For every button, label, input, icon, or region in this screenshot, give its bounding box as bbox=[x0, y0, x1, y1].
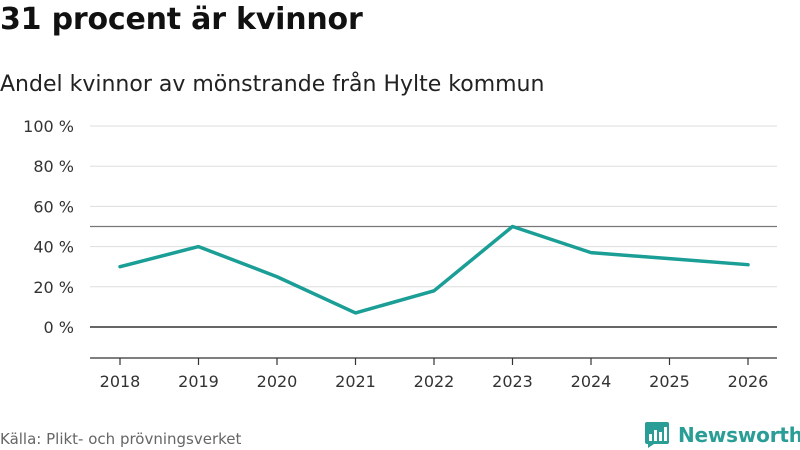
x-tick-label-2026: 2026 bbox=[728, 372, 769, 391]
x-tick-label-2023: 2023 bbox=[492, 372, 533, 391]
chart-title: 31 procent är kvinnor bbox=[0, 2, 363, 37]
x-tick-label-2018: 2018 bbox=[100, 372, 141, 391]
x-tick-label-2025: 2025 bbox=[649, 372, 690, 391]
x-tick-label-2024: 2024 bbox=[571, 372, 612, 391]
x-tick-label-2019: 2019 bbox=[178, 372, 219, 391]
x-tick-label-2022: 2022 bbox=[414, 372, 455, 391]
y-tick-label-20: 20 % bbox=[33, 278, 74, 297]
y-tick-label-60: 60 % bbox=[33, 197, 74, 216]
y-axis-ticks: 0 % 20 % 40 % 60 % 80 % 100 % bbox=[23, 117, 74, 337]
y-tick-label-80: 80 % bbox=[33, 157, 74, 176]
y-tick-label-0: 0 % bbox=[44, 318, 74, 337]
line-chart: 0 % 20 % 40 % 60 % 80 % 100 % 2018 2019 2020 202… bbox=[23, 117, 777, 391]
chart-subtitle: Andel kvinnor av mönstrande från Hylte k… bbox=[0, 72, 545, 97]
brand-logo: Newsworthy bbox=[644, 420, 800, 450]
x-tick-label-2020: 2020 bbox=[257, 372, 298, 391]
series-layer bbox=[118, 224, 750, 315]
x-axis: 2018 2019 2020 2021 2022 2023 2024 2025 2026 bbox=[90, 357, 777, 391]
y-tick-label-40: 40 % bbox=[33, 238, 74, 257]
series-line-0 bbox=[118, 224, 750, 315]
newsworthy-logo-icon bbox=[645, 422, 669, 448]
source-note: Källa: Plikt- och prövningsverket bbox=[0, 430, 242, 448]
brand-name: Newsworthy bbox=[678, 423, 800, 447]
x-tick-label-2021: 2021 bbox=[335, 372, 376, 391]
gridlines bbox=[90, 125, 777, 328]
y-tick-label-100: 100 % bbox=[23, 117, 74, 136]
